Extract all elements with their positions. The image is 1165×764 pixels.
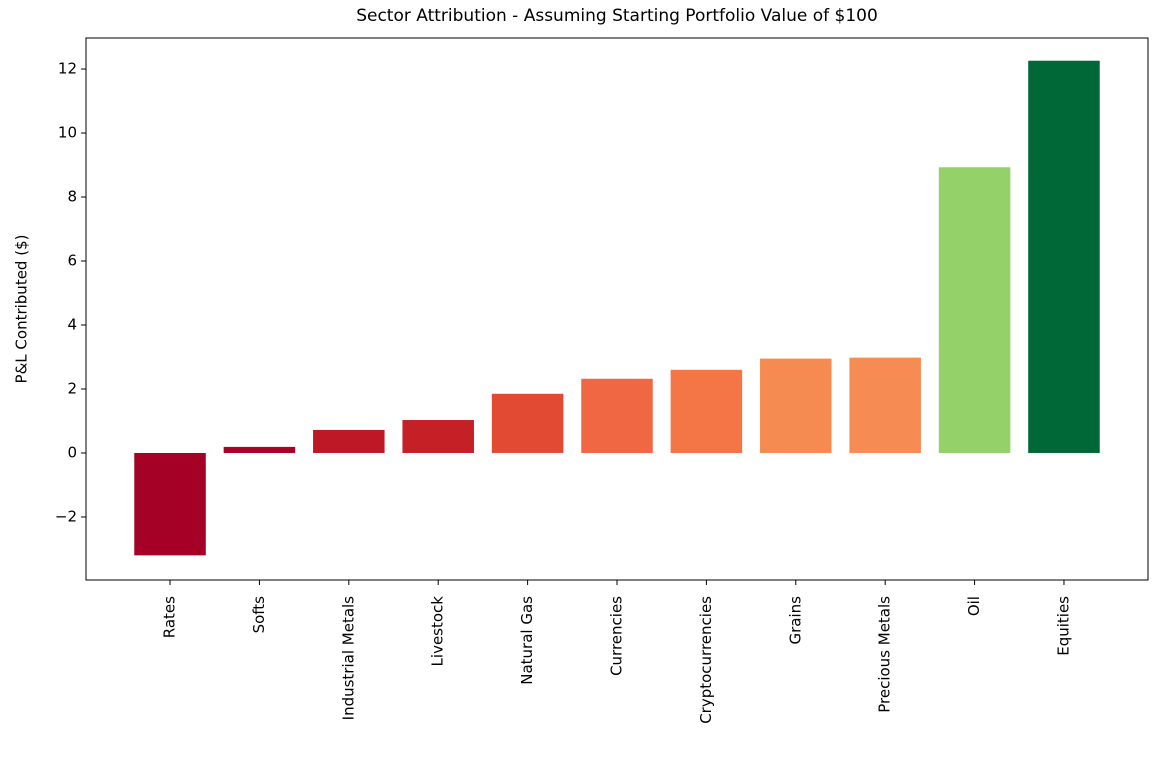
y-tick-label: 2 [67,379,77,397]
axes-frame [85,37,1149,581]
bar [223,446,296,453]
x-tick-label: Cryptocurrencies [697,596,715,724]
y-tick-label: 12 [58,60,77,78]
bar [670,369,743,453]
bar [581,378,653,453]
y-tick-label: 8 [67,188,77,206]
bar [1028,60,1100,453]
x-tick-label: Precious Metals [876,596,894,713]
x-tick-label: Currencies [608,596,626,676]
chart-title: Sector Attribution - Assuming Starting P… [356,6,878,26]
bar [849,357,921,453]
x-tick-label: Industrial Metals [339,596,357,721]
x-tick-label: Rates [161,596,179,638]
x-tick-label: Oil [965,596,983,616]
bar [134,452,206,556]
bar [491,393,564,453]
x-tick-label: Grains [786,596,804,645]
bar [313,429,385,453]
x-tick-label: Natural Gas [518,596,536,685]
y-tick-label: 4 [67,315,77,333]
bar [938,167,1011,453]
bar [402,420,474,453]
x-tick-label: Softs [250,596,268,634]
bar [760,358,832,453]
y-tick-label: −2 [55,507,77,525]
y-tick-label: 6 [67,252,77,270]
y-tick-label: 10 [58,124,77,142]
y-tick-label: 0 [67,443,77,461]
x-tick-label: Equities [1054,596,1072,656]
y-axis-label: P&L Contributed ($) [13,235,31,384]
x-tick-label: Livestock [429,596,447,667]
